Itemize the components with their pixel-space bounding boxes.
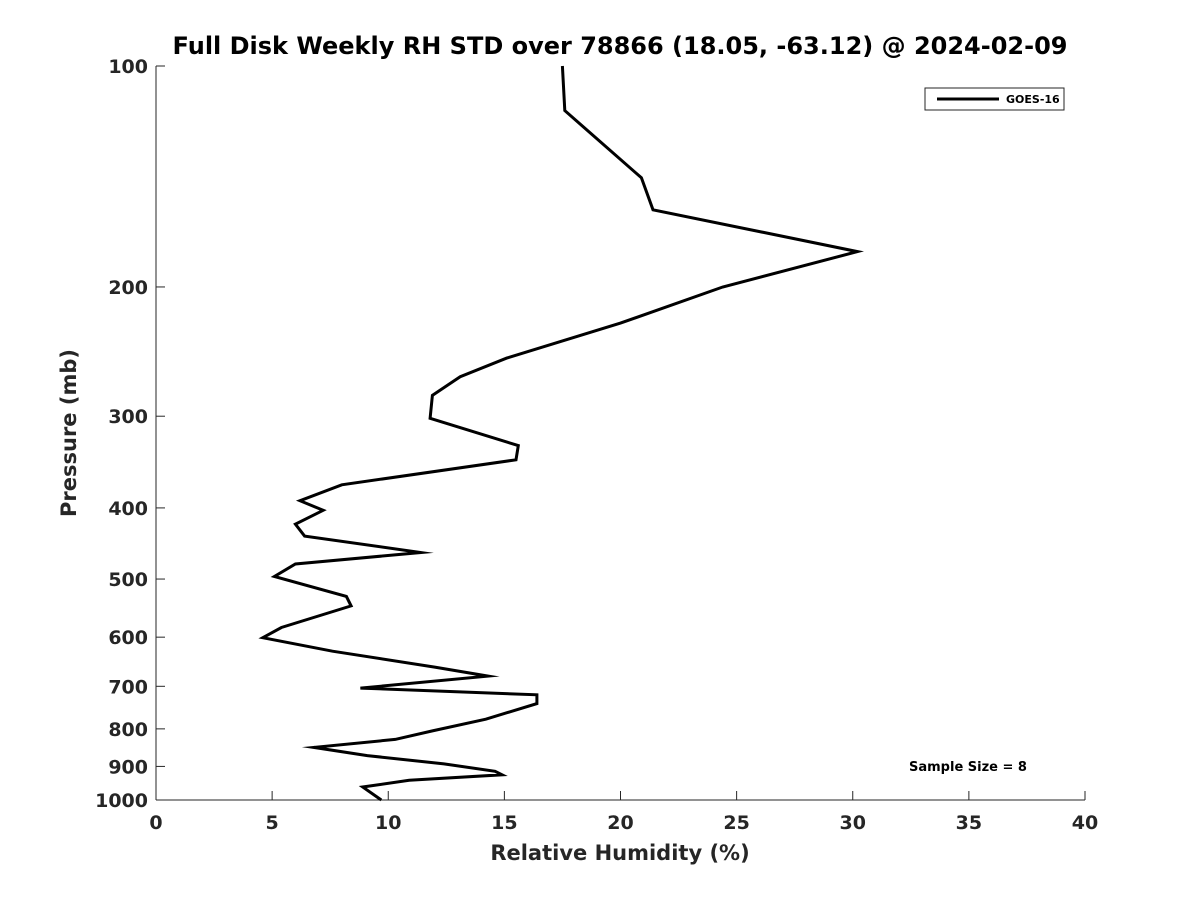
x-tick-label: 0	[149, 812, 162, 834]
y-tick-label: 800	[108, 719, 148, 741]
y-tick-label: 600	[108, 627, 148, 649]
x-tick-label: 35	[956, 812, 982, 834]
x-tick-label: 25	[723, 812, 749, 834]
y-tick-label: 100	[108, 56, 148, 78]
axes: 0 5 10 15 20 25 30 35 40 100 200 300 400 500 600 700 800…	[95, 56, 1098, 834]
x-tick-label: 15	[491, 812, 517, 834]
y-tick-label: 900	[108, 756, 148, 778]
series-line-goes-16	[258, 65, 864, 802]
x-tick-label: 5	[266, 812, 279, 834]
sample-size-annotation: Sample Size = 8	[909, 760, 1027, 775]
y-tick-label: 1000	[95, 790, 148, 812]
legend: GOES-16	[924, 87, 1065, 111]
x-tick-label: 30	[840, 812, 866, 834]
x-tick-label: 10	[375, 812, 401, 834]
y-tick-label: 300	[108, 406, 148, 428]
x-axis-label: Relative Humidity (%)	[490, 841, 749, 865]
legend-label-goes-16: GOES-16	[1006, 93, 1060, 106]
y-tick-label: 200	[108, 277, 148, 299]
y-tick-label: 400	[108, 498, 148, 520]
y-axis-label: Pressure (mb)	[57, 349, 81, 517]
x-tick-label: 20	[607, 812, 633, 834]
chart-title: Full Disk Weekly RH STD over 78866 (18.0…	[173, 32, 1068, 60]
y-tick-label: 500	[108, 569, 148, 591]
y-tick-label: 700	[108, 676, 148, 698]
series-layer	[258, 65, 864, 802]
x-tick-label: 40	[1072, 812, 1098, 834]
